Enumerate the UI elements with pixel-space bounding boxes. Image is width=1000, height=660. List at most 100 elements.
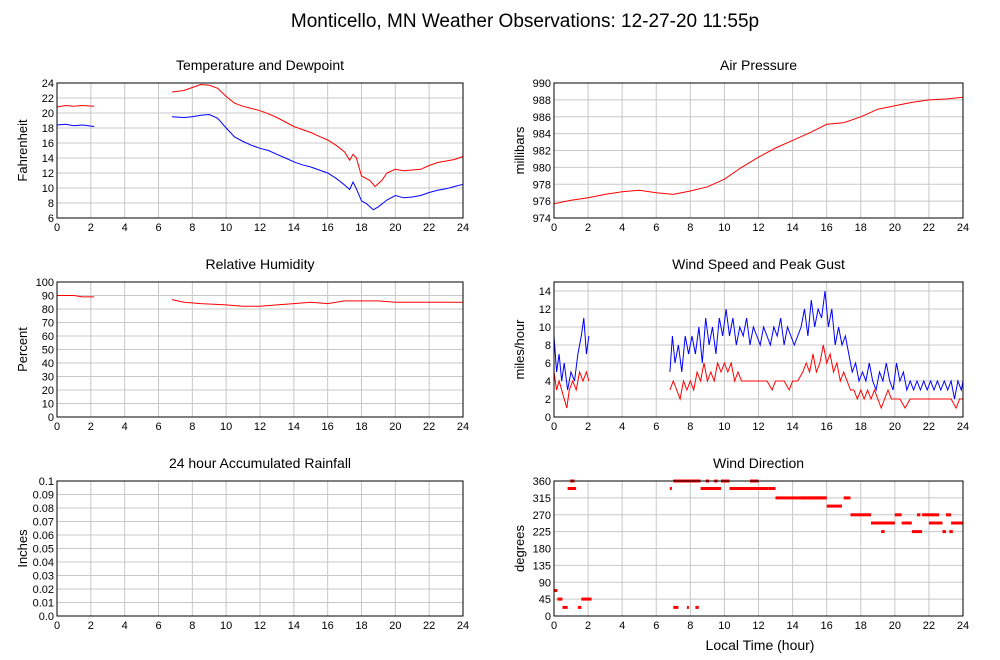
direction-direction-point (554, 589, 558, 592)
rain-x-tick-label: 10 (220, 620, 232, 632)
rain-x-tick-label: 0 (54, 620, 60, 632)
temp-y-tick-label: 18 (42, 123, 54, 135)
direction-direction-point (946, 513, 952, 517)
rain-y-tick-label: 0.1 (39, 476, 54, 488)
rain-y-tick-label: 0.0 (39, 611, 54, 623)
wind-x-tick-label: 18 (855, 421, 867, 433)
direction-direction-point (942, 530, 946, 534)
humidity-y-tick-label: 0 (48, 412, 54, 424)
direction-direction-point (700, 487, 721, 490)
wind-y-tick-label: 6 (545, 358, 551, 370)
direction-direction-point (562, 605, 568, 609)
direction-direction-point (669, 487, 672, 490)
wind-series-1-line (553, 370, 590, 409)
humidity-chart-title: Relative Humidity (206, 256, 315, 272)
direction-x-tick-label: 2 (585, 620, 591, 632)
wind-y-axis-label: miles/hour (512, 319, 527, 380)
direction-direction-point (673, 605, 679, 609)
rain-y-tick-label: 0.06 (33, 530, 54, 542)
page-title: Monticello, MN Weather Observations: 12-… (291, 11, 759, 32)
humidity-x-tick-label: 10 (220, 421, 232, 433)
rain-x-tick-label: 6 (155, 620, 161, 632)
humidity-y-tick-label: 90 (42, 291, 54, 303)
temp-series-0-line (171, 83, 464, 188)
direction-x-tick-label: 6 (653, 620, 659, 632)
rain-y-tick-label: 0.01 (33, 598, 54, 610)
pressure-y-tick-label: 974 (533, 213, 551, 225)
temp-x-tick-label: 8 (189, 222, 195, 234)
pressure-chart-title: Air Pressure (720, 57, 797, 73)
temp-y-tick-label: 12 (42, 168, 54, 180)
rain-y-tick-label: 0.03 (33, 571, 54, 583)
direction-direction-point (935, 521, 943, 525)
direction-direction-point (821, 496, 827, 500)
wind-y-tick-label: 8 (545, 340, 551, 352)
wind-x-tick-label: 10 (718, 421, 730, 433)
wind-y-tick-label: 0 (545, 412, 551, 424)
direction-y-axis-label: degrees (512, 525, 527, 572)
temp-y-tick-label: 16 (42, 138, 54, 150)
humidity-y-axis-label: Percent (15, 327, 30, 372)
x-axis-label: Local Time (hour) (706, 637, 815, 653)
rain-x-tick-label: 8 (189, 620, 195, 632)
temp-x-tick-label: 18 (355, 222, 367, 234)
rain-y-axis-label: Inches (15, 529, 30, 568)
pressure-x-tick-label: 6 (653, 222, 659, 234)
direction-direction-point (567, 487, 577, 490)
direction-y-tick-label: 315 (533, 493, 551, 505)
direction-direction-point (843, 496, 851, 500)
direction-direction-point (850, 513, 871, 517)
rain-x-tick-label: 12 (254, 620, 266, 632)
wind-x-tick-label: 22 (923, 421, 935, 433)
humidity-x-tick-label: 22 (423, 421, 435, 433)
direction-x-tick-label: 20 (889, 620, 901, 632)
pressure-y-tick-label: 984 (533, 129, 551, 141)
temp-y-tick-label: 8 (48, 198, 54, 210)
direction-x-tick-label: 8 (687, 620, 693, 632)
humidity-x-tick-label: 8 (189, 421, 195, 433)
humidity-x-tick-label: 14 (288, 421, 300, 433)
temp-series-1-line (56, 123, 95, 127)
direction-y-tick-label: 0 (545, 611, 551, 623)
humidity-x-tick-label: 16 (322, 421, 334, 433)
humidity-frame (56, 281, 464, 418)
pressure-x-tick-label: 22 (923, 222, 935, 234)
direction-direction-point (922, 513, 940, 517)
rain-y-tick-label: 0.02 (33, 584, 54, 596)
direction-direction-point (928, 521, 936, 525)
wind-x-tick-label: 4 (619, 421, 625, 433)
direction-y-tick-label: 360 (533, 476, 551, 488)
pressure-x-tick-label: 16 (821, 222, 833, 234)
rain-y-tick-label: 0.08 (33, 503, 54, 515)
temp-x-tick-label: 10 (220, 222, 232, 234)
pressure-y-axis-label: millibars (512, 126, 527, 174)
humidity-x-tick-label: 20 (389, 421, 401, 433)
humidity-x-tick-label: 4 (122, 421, 128, 433)
direction-direction-point (881, 530, 885, 534)
direction-direction-point (917, 513, 921, 517)
temp-y-tick-label: 22 (42, 93, 54, 105)
temp-x-tick-label: 12 (254, 222, 266, 234)
pressure-y-tick-label: 990 (533, 78, 551, 90)
pressure-x-tick-label: 12 (752, 222, 764, 234)
rain-x-tick-label: 22 (423, 620, 435, 632)
humidity-y-tick-label: 100 (36, 277, 54, 289)
temp-x-tick-label: 6 (155, 222, 161, 234)
direction-frame (553, 480, 964, 617)
wind-x-tick-label: 24 (957, 421, 969, 433)
direction-x-tick-label: 0 (551, 620, 557, 632)
humidity-y-tick-label: 50 (42, 345, 54, 357)
pressure-y-tick-label: 978 (533, 179, 551, 191)
pressure-y-tick-label: 976 (533, 196, 551, 208)
humidity-x-tick-label: 24 (457, 421, 469, 433)
direction-direction-point (581, 597, 592, 601)
direction-direction-point (911, 530, 923, 534)
pressure-x-tick-label: 2 (585, 222, 591, 234)
pressure-x-tick-label: 20 (889, 222, 901, 234)
temp-x-tick-label: 22 (423, 222, 435, 234)
direction-direction-point (768, 487, 776, 490)
